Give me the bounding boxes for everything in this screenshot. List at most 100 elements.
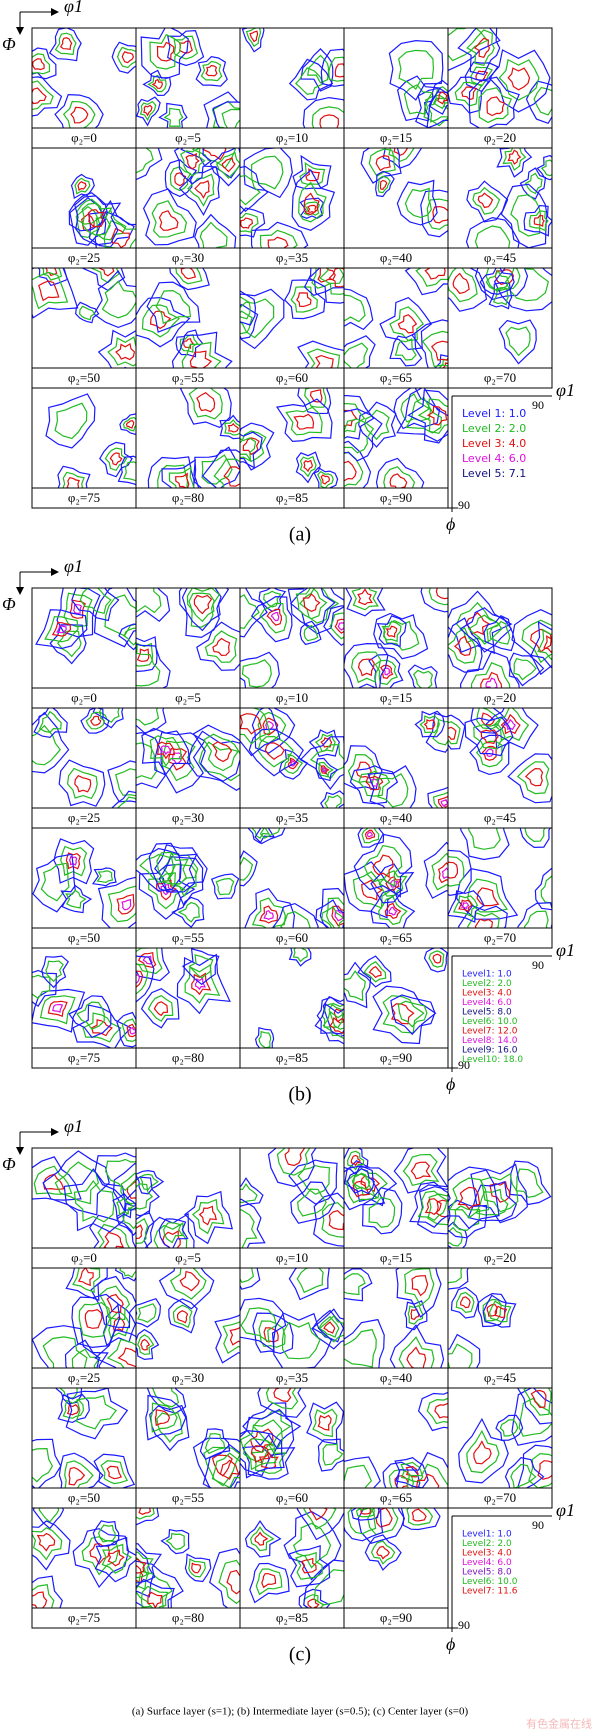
contour [240, 1307, 278, 1344]
contour [68, 855, 78, 866]
contours [360, 148, 448, 238]
contour [72, 1528, 130, 1589]
legend-entry: Level9: 16.0 [462, 1046, 518, 1056]
odf-section [240, 1388, 344, 1480]
contour [136, 588, 171, 622]
contour [524, 767, 544, 787]
contour [315, 757, 339, 782]
contour [273, 1312, 333, 1368]
contour [107, 885, 136, 923]
contour [296, 292, 312, 308]
contours [344, 588, 448, 688]
contour [251, 897, 286, 928]
contours [32, 1268, 136, 1368]
section-label: φ₂=85 [276, 1050, 308, 1065]
contour [87, 209, 106, 228]
contour [240, 708, 271, 745]
contour [346, 1168, 375, 1195]
contour [214, 1314, 240, 1364]
contour [151, 1388, 180, 1408]
contour [324, 794, 342, 808]
contour [352, 1180, 371, 1198]
contour [163, 107, 184, 127]
contour [533, 86, 552, 116]
section-label: φ₂=70 [484, 1490, 516, 1505]
contour [81, 1536, 119, 1576]
contour [108, 1310, 131, 1339]
contour [32, 72, 63, 117]
legend-entry: Level6: 10.0 [462, 1577, 518, 1587]
contours [136, 708, 240, 794]
contour [297, 1164, 331, 1195]
contour [432, 953, 442, 964]
contour [249, 1562, 290, 1604]
contour [62, 100, 96, 128]
contour [111, 41, 136, 74]
contour [480, 729, 499, 745]
contour [370, 1540, 396, 1565]
contour [105, 1158, 136, 1192]
contour [240, 708, 281, 757]
contour [416, 1473, 440, 1488]
contour [433, 85, 448, 110]
contour [509, 1160, 552, 1206]
contour [136, 588, 162, 614]
contour [500, 713, 521, 735]
contour [364, 1534, 402, 1571]
section-label: φ₂=70 [484, 930, 516, 945]
contour [155, 289, 192, 325]
contour [448, 714, 466, 750]
contour [250, 595, 293, 643]
contour [32, 1438, 62, 1488]
section-label: φ₂=75 [68, 490, 100, 505]
odf-section [448, 28, 552, 128]
contour [389, 1324, 445, 1368]
contour [38, 710, 62, 733]
odf-section [360, 148, 448, 238]
contour [147, 1591, 163, 1608]
contour [263, 909, 274, 921]
contour [116, 893, 135, 915]
contour [149, 310, 172, 330]
contour [96, 870, 114, 884]
contour [303, 192, 320, 216]
contour [534, 867, 552, 911]
section-label: φ₂=40 [380, 810, 412, 825]
contour [448, 861, 458, 879]
section-label: φ₂=90 [380, 1610, 412, 1625]
section-label: φ₂=5 [175, 1250, 201, 1265]
section-label: φ₂=15 [380, 130, 412, 145]
contour [329, 612, 344, 640]
contour [42, 1173, 65, 1190]
odf-section [136, 588, 240, 688]
contour [191, 1562, 202, 1574]
contour [355, 1508, 375, 1518]
contour [47, 1000, 68, 1018]
contour [454, 81, 484, 107]
contour [376, 615, 407, 648]
contour [59, 37, 73, 50]
contour [266, 608, 283, 626]
contour [263, 590, 282, 608]
contours [344, 1508, 441, 1571]
contours [344, 1268, 445, 1368]
contour [504, 268, 550, 302]
contour [315, 354, 334, 368]
contour [283, 1510, 342, 1581]
contour [484, 748, 494, 758]
contour [363, 961, 387, 983]
legend-entry: Level4: 6.0 [462, 1558, 512, 1568]
odf-section [32, 955, 136, 1048]
contour [136, 1558, 147, 1574]
contour [305, 168, 320, 182]
contour [136, 974, 140, 984]
contour [32, 268, 79, 319]
section-label: φ₂=20 [484, 130, 516, 145]
contour [194, 213, 237, 248]
contour [221, 108, 240, 128]
contour [92, 708, 124, 729]
legend-entry: Level 2: 2.0 [462, 422, 526, 435]
contour [187, 173, 215, 207]
contour [56, 625, 67, 634]
